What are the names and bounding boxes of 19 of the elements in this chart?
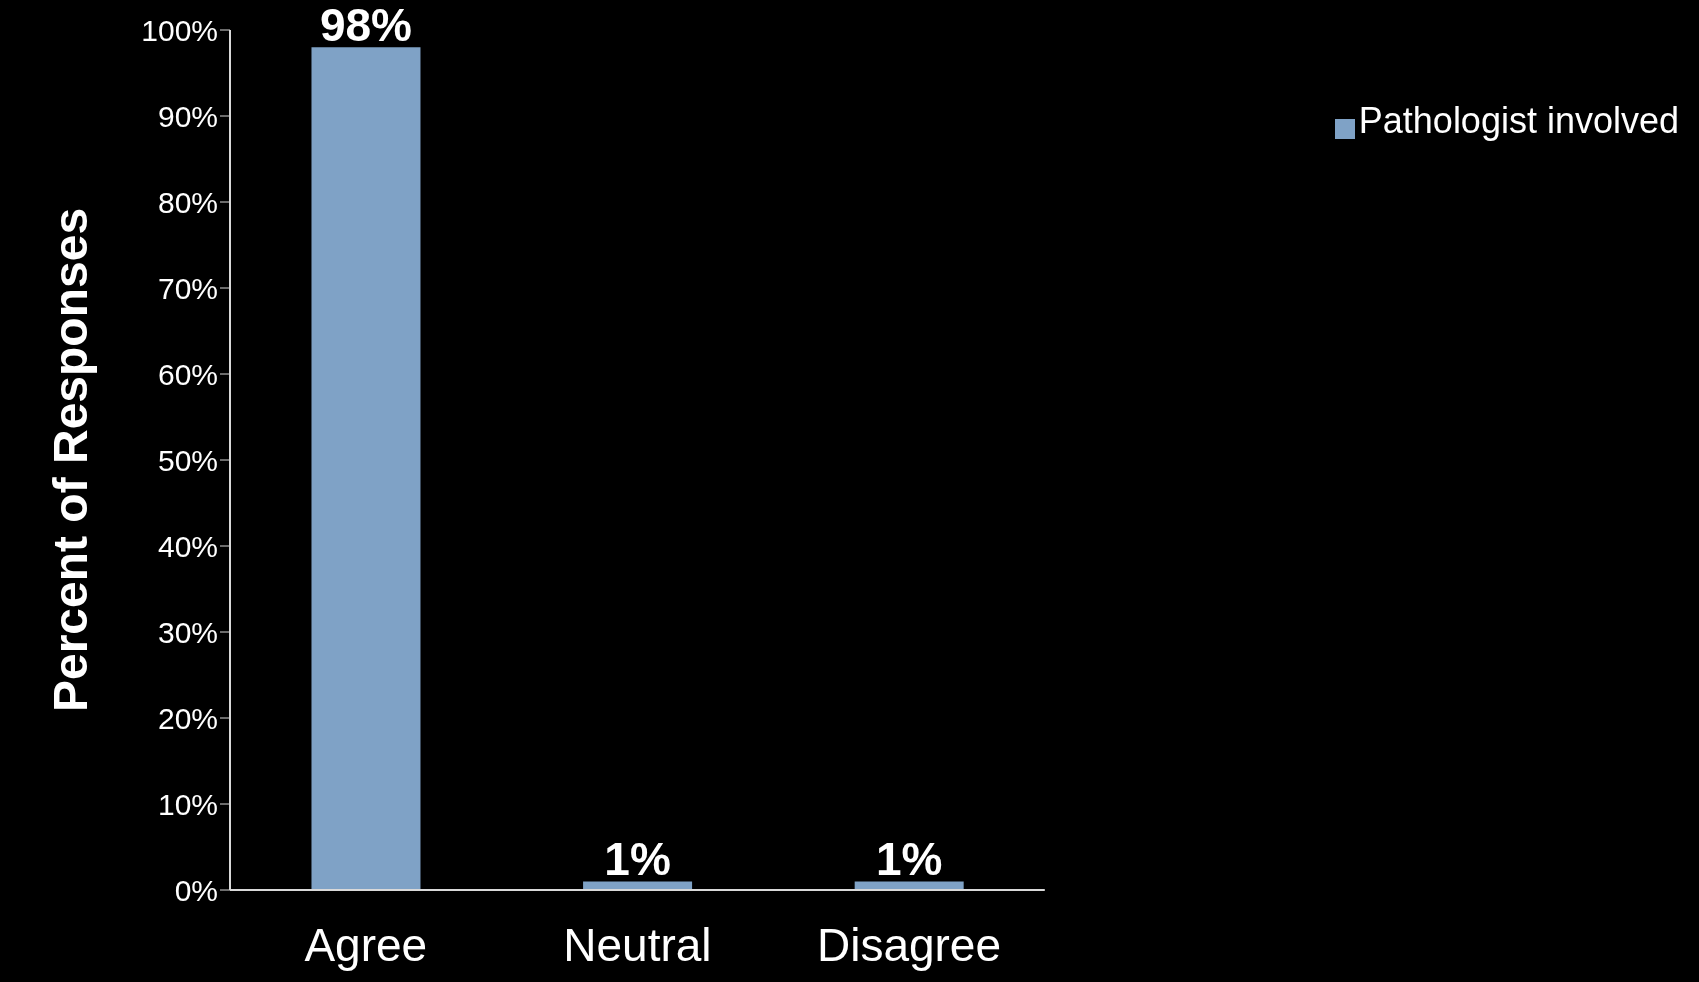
- y-tick-label: 40%: [157, 529, 218, 563]
- y-tick-label: 20%: [157, 701, 218, 735]
- x-tick-label: Neutral: [563, 918, 712, 971]
- x-tick-label: Disagree: [816, 918, 1002, 971]
- y-tick-label: 0%: [174, 873, 218, 907]
- legend-label: Pathologist involved: [1358, 100, 1679, 141]
- data-label: 98%: [319, 0, 413, 52]
- x-tick-label: Agree: [304, 918, 428, 971]
- y-tick-label: 80%: [157, 185, 218, 219]
- y-tick-label: 10%: [157, 787, 218, 821]
- data-label: 1%: [875, 833, 943, 886]
- data-label: 1%: [604, 833, 671, 886]
- y-tick-label: 70%: [157, 271, 218, 305]
- y-tick-label: 50%: [157, 443, 218, 477]
- y-axis-title: Percent of Responses: [44, 207, 98, 713]
- y-tick-label: 100%: [141, 13, 218, 47]
- y-tick-label: 30%: [157, 615, 218, 649]
- y-tick-label: 90%: [157, 99, 218, 133]
- y-tick-label: 60%: [157, 357, 218, 391]
